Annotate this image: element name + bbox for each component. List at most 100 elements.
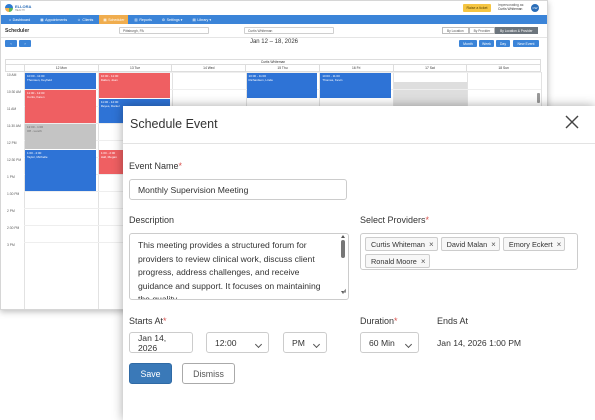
start-ampm-select[interactable]: PM — [283, 332, 327, 353]
nav-item-label: Scheduler — [108, 17, 125, 22]
provider-chip-label: Emory Eckert — [508, 239, 553, 249]
provider-chip: Emory Eckert × — [502, 237, 566, 251]
top-bar: ELLORA HEALTH Raise a ticket Impersonati… — [1, 1, 547, 15]
nav-item-label: Clients — [82, 17, 94, 22]
day-view-button[interactable]: Day — [496, 40, 510, 47]
nav-item-3[interactable]: ▦ Scheduler — [99, 15, 129, 24]
day-header[interactable]: 13 Tue — [98, 65, 173, 72]
event-name-field[interactable]: Monthly Supervision Meeting — [129, 179, 347, 200]
day-header[interactable]: 17 Sat — [393, 65, 468, 72]
duration-select[interactable]: 60 Min — [360, 332, 419, 353]
remove-chip-icon[interactable]: × — [491, 239, 496, 249]
view-mode-option[interactable]: By Provider — [468, 27, 496, 34]
provider-chip: David Malan × — [440, 237, 500, 251]
month-view-button[interactable]: Month — [459, 40, 477, 47]
nav-item-5[interactable]: ⚙ Settings ▾ — [158, 15, 187, 24]
dismiss-button[interactable]: Dismiss — [182, 363, 235, 384]
duration-value: 60 Min — [369, 337, 395, 348]
remove-chip-icon[interactable]: × — [428, 239, 434, 249]
book-icon: ▤ — [192, 17, 196, 22]
calendar-event[interactable]: 1:00 - 2:00 Taylor, Michelle — [25, 149, 96, 191]
event-time: 1:00 - 2:00 — [100, 150, 116, 155]
nav-item-6[interactable]: ▤ Library ▾ — [188, 15, 215, 24]
remove-chip-icon[interactable]: × — [420, 256, 426, 266]
event-time: 11:00 - 12:00 — [27, 91, 45, 95]
time-column-header — [6, 65, 25, 72]
raise-ticket-button[interactable]: Raise a ticket — [463, 4, 491, 12]
view-mode-option[interactable]: By Location & Provider — [495, 27, 538, 34]
duration-label: Duration* — [360, 316, 398, 326]
nav-item-1[interactable]: ▦ Appointments — [36, 15, 71, 24]
event-time: 11:00 - 12:00 — [100, 99, 119, 104]
save-button[interactable]: Save — [129, 363, 172, 384]
remove-chip-icon[interactable]: × — [556, 239, 562, 249]
description-textarea[interactable]: This meeting provides a structured forum… — [129, 233, 349, 300]
time-label: 11 AM — [7, 107, 17, 111]
time-label: 3 PM — [7, 243, 15, 247]
event-title: Dalton, Joan — [100, 78, 118, 82]
event-title: Thomas, Kevin — [322, 78, 343, 82]
close-icon[interactable] — [564, 114, 580, 130]
start-date-field[interactable]: Jan 14, 2026 — [129, 332, 193, 353]
view-mode-option[interactable]: By Location — [442, 27, 469, 34]
event-title: Curtis, Karen — [27, 95, 45, 99]
description-text: This meeting provides a structured forum… — [138, 240, 321, 300]
day-header[interactable]: 18 Sun — [467, 65, 541, 72]
avatar[interactable]: CW — [531, 4, 539, 12]
nav-item-label: Library ▾ — [197, 17, 212, 22]
time-label: 10:30 AM — [7, 90, 21, 94]
day-header[interactable]: 14 Wed — [172, 65, 247, 72]
day-divider — [24, 72, 25, 309]
day-header[interactable]: 15 Thu — [246, 65, 320, 72]
calendar-event[interactable]: 11:00 - 12:00 Curtis, Karen — [25, 90, 96, 123]
provider-select[interactable]: Curtis Whiteman — [244, 27, 334, 34]
event-time: 10:00 - 11:00 — [322, 74, 340, 78]
start-ampm-value: PM — [292, 337, 305, 348]
start-time-select[interactable]: 12:00 — [206, 332, 269, 353]
resize-grip-icon[interactable]: ◢ — [342, 287, 346, 294]
slot-divider — [24, 72, 541, 73]
prev-week-button[interactable]: ‹ — [5, 40, 17, 47]
scheduler-header: Scheduler Pittsburgh, PA Curtis Whiteman… — [1, 24, 547, 38]
event-title: Taylor, Michelle — [27, 154, 48, 159]
event-title: Thomsen, Keyfield — [27, 78, 52, 82]
gear-icon: ⚙ — [161, 17, 166, 22]
nav-item-2[interactable]: ☺ Clients — [73, 15, 97, 24]
unavailable-block — [393, 82, 468, 110]
calendar-event[interactable]: 12:00 - 1:00 Off - Lunch — [25, 124, 96, 149]
week-view-button[interactable]: Week — [479, 40, 494, 47]
day-header[interactable]: 16 Fri — [319, 65, 394, 72]
chart-icon: ▥ — [134, 17, 138, 22]
nav-item-4[interactable]: ▥ Reports — [130, 15, 156, 24]
providers-multiselect[interactable]: Curtis Whiteman × David Malan × Emory Eckert… — [360, 233, 578, 270]
scroll-down-icon[interactable] — [341, 291, 345, 294]
scroll-up-icon[interactable] — [341, 235, 345, 238]
calendar-event[interactable]: 10:00 - 11:00 Richardson, Linda — [246, 73, 318, 98]
calendar-event[interactable]: 10:00 - 11:00 Thomsen, Keyfield — [25, 73, 96, 89]
time-label: 2:30 PM — [7, 226, 20, 230]
main-nav: ⌂ Dashboard ▦ Appointments ☺ Clients ▦ Schedule… — [1, 15, 547, 24]
calendar-day-headers: 12 Mon 13 Tue 14 Wed 15 Thu 16 Fri 17 Sat 18 S… — [5, 65, 541, 72]
location-select[interactable]: Pittsburgh, PA — [119, 27, 209, 34]
textarea-scrollbar[interactable] — [341, 240, 345, 258]
ends-at-value: Jan 14, 2026 1:00 PM — [437, 338, 522, 348]
new-event-button[interactable]: New Event — [513, 40, 539, 47]
description-label: Description — [129, 215, 175, 225]
provider-chip-label: Curtis Whiteman — [371, 239, 425, 249]
dialog-header: Schedule Event — [123, 106, 595, 144]
day-header[interactable]: 12 Mon — [24, 65, 99, 72]
day-divider — [97, 72, 99, 309]
calendar-event[interactable]: 10:00 - 11:00 Dalton, Joan — [98, 73, 170, 98]
logo-tagline: HEALTH — [15, 8, 25, 12]
calendar-provider-header: Curtis Whiteman — [5, 59, 541, 65]
time-label: 10 AM — [7, 73, 17, 77]
logo-mark — [5, 4, 13, 12]
nav-item-0[interactable]: ⌂ Dashboard — [5, 15, 34, 24]
schedule-event-dialog: Schedule Event Event Name* Monthly Super… — [123, 106, 595, 420]
calendar-scrollbar[interactable] — [537, 93, 540, 103]
event-title: Hall, Megan — [100, 154, 117, 159]
next-week-button[interactable]: › — [19, 40, 31, 47]
calendar-event[interactable]: 10:00 - 11:00 Thomas, Kevin — [320, 73, 392, 98]
ends-at-label: Ends At — [437, 316, 469, 326]
